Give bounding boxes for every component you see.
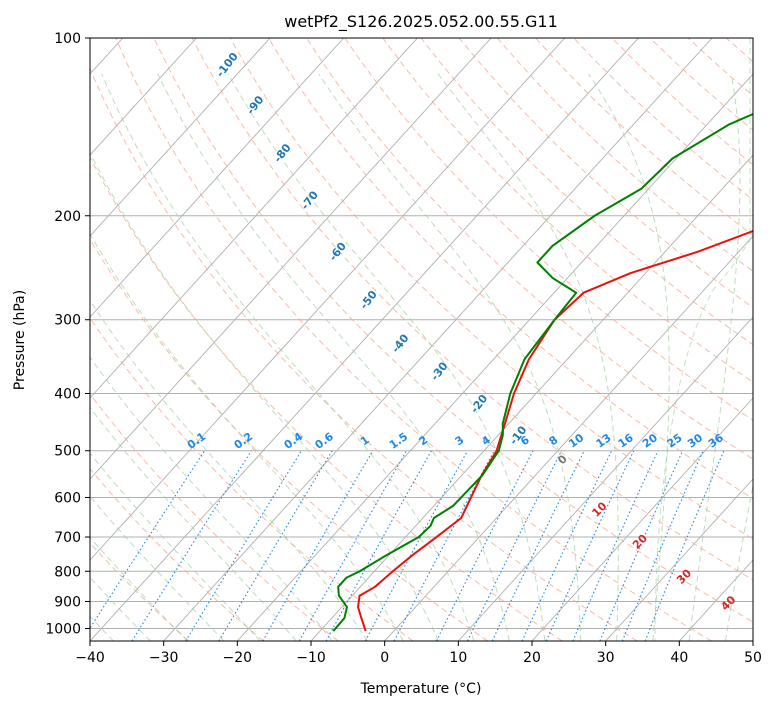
dry-adiabat [344, 38, 753, 421]
x-tick-label: 50 [744, 650, 762, 666]
x-tick-label: 10 [449, 650, 467, 666]
isotherm [90, 38, 639, 641]
x-tick-label: 40 [670, 650, 688, 666]
x-tick-label: 30 [597, 650, 615, 666]
y-axis-label: Pressure (hPa) [12, 290, 28, 390]
y-tick-label: 100 [54, 31, 81, 47]
profile-line [332, 112, 753, 632]
x-tick-label: 20 [523, 650, 541, 666]
isotherm [90, 38, 197, 156]
isotherm [163, 38, 713, 641]
x-tick-label: −30 [149, 650, 179, 666]
moist-adiabat [90, 233, 404, 641]
dry-adiabat [267, 38, 753, 500]
isotherm [90, 38, 345, 318]
isotherm [605, 478, 753, 641]
moist-adiabat [90, 151, 439, 641]
dry-adiabat [90, 238, 488, 641]
plot-frame [89, 37, 754, 642]
moist-adiabat [318, 73, 582, 641]
y-tick-label: 1000 [45, 621, 81, 637]
isotherm [236, 73, 753, 641]
background-arc [654, 38, 751, 641]
isotherm [90, 38, 418, 399]
isotherm [384, 235, 753, 641]
dry-adiabats [90, 38, 753, 641]
plot-background [90, 38, 753, 641]
isotherm [90, 38, 492, 480]
mixing-ratio-line [90, 450, 206, 630]
x-axis: −40 −30 −20 −10 0 10 20 30 40 50 [75, 641, 762, 666]
mixing-ratio-line [435, 450, 534, 641]
mixing-ratio-line [621, 450, 704, 641]
mixing-ratio-line [131, 450, 252, 641]
y-tick-label: 800 [54, 564, 81, 580]
mixing-ratio-line [325, 450, 432, 641]
background-arcs [90, 38, 751, 641]
dry-adiabat [191, 38, 753, 581]
x-tick-label: 0 [380, 650, 389, 666]
y-tick-label: 500 [54, 444, 81, 460]
isotherm [457, 316, 753, 641]
y-axis: 100 200 300 400 500 600 700 800 900 1000 [45, 31, 90, 637]
x-axis-label: Temperature (°C) [360, 681, 482, 697]
moist-adiabat [688, 73, 741, 641]
moist-adiabat [157, 73, 510, 641]
moist-adiabat [90, 356, 333, 641]
x-tick-label: −10 [296, 650, 326, 666]
moist-adiabat [90, 299, 369, 641]
mixing-ratio-line [364, 450, 469, 641]
moist-adiabat [101, 73, 475, 641]
moist-adiabat [90, 452, 261, 641]
dry-adiabat [90, 156, 563, 641]
y-tick-label: 300 [54, 313, 81, 329]
dry-adiabat [115, 38, 712, 641]
x-tick-label: −40 [75, 650, 105, 666]
y-tick-label: 200 [54, 209, 81, 225]
profile-line [357, 229, 753, 632]
dry-adiabat [90, 467, 264, 641]
isotherm [531, 397, 753, 641]
mixing-ratio-line [572, 450, 659, 641]
y-tick-label: 400 [54, 387, 81, 403]
y-tick-label: 900 [54, 594, 81, 610]
y-tick-label: 600 [54, 490, 81, 506]
isotherms [90, 38, 753, 641]
dry-adiabat [90, 393, 339, 641]
dry-adiabat [153, 38, 753, 623]
isotherm [90, 38, 566, 561]
mixing-ratio-line [545, 450, 635, 641]
chart-title: wetPf2_S126.2025.052.00.55.G11 [284, 12, 558, 32]
x-tick-label: −20 [223, 650, 253, 666]
profiles [332, 112, 753, 632]
y-tick-label: 700 [54, 530, 81, 546]
mixing-ratio-line [644, 450, 725, 641]
isotherm [90, 38, 271, 237]
mixing-ratio-lines [90, 450, 725, 641]
dry-adiabat [229, 38, 753, 540]
mixing-ratio-line [599, 450, 684, 641]
dry-adiabat [90, 542, 190, 641]
dry-adiabat [306, 38, 753, 460]
pressure-gridlines [90, 38, 753, 629]
moist-adiabat [90, 406, 297, 641]
moist-adiabat [725, 482, 753, 641]
mixing-ratio-line [298, 450, 408, 641]
